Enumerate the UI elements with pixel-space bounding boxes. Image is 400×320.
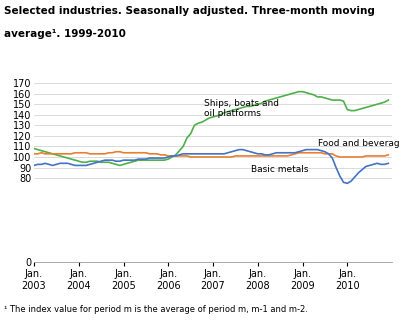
Text: Basic metals: Basic metals: [251, 165, 308, 174]
Text: Food and beverage: Food and beverage: [318, 139, 400, 148]
Text: average¹. 1999-2010: average¹. 1999-2010: [4, 29, 126, 39]
Text: ¹ The index value for period m is the average of period m, m-1 and m-2.: ¹ The index value for period m is the av…: [4, 305, 308, 314]
Text: Ships, boats and
oil platforms: Ships, boats and oil platforms: [204, 99, 279, 118]
Text: Selected industries. Seasonally adjusted. Three-month moving: Selected industries. Seasonally adjusted…: [4, 6, 375, 16]
